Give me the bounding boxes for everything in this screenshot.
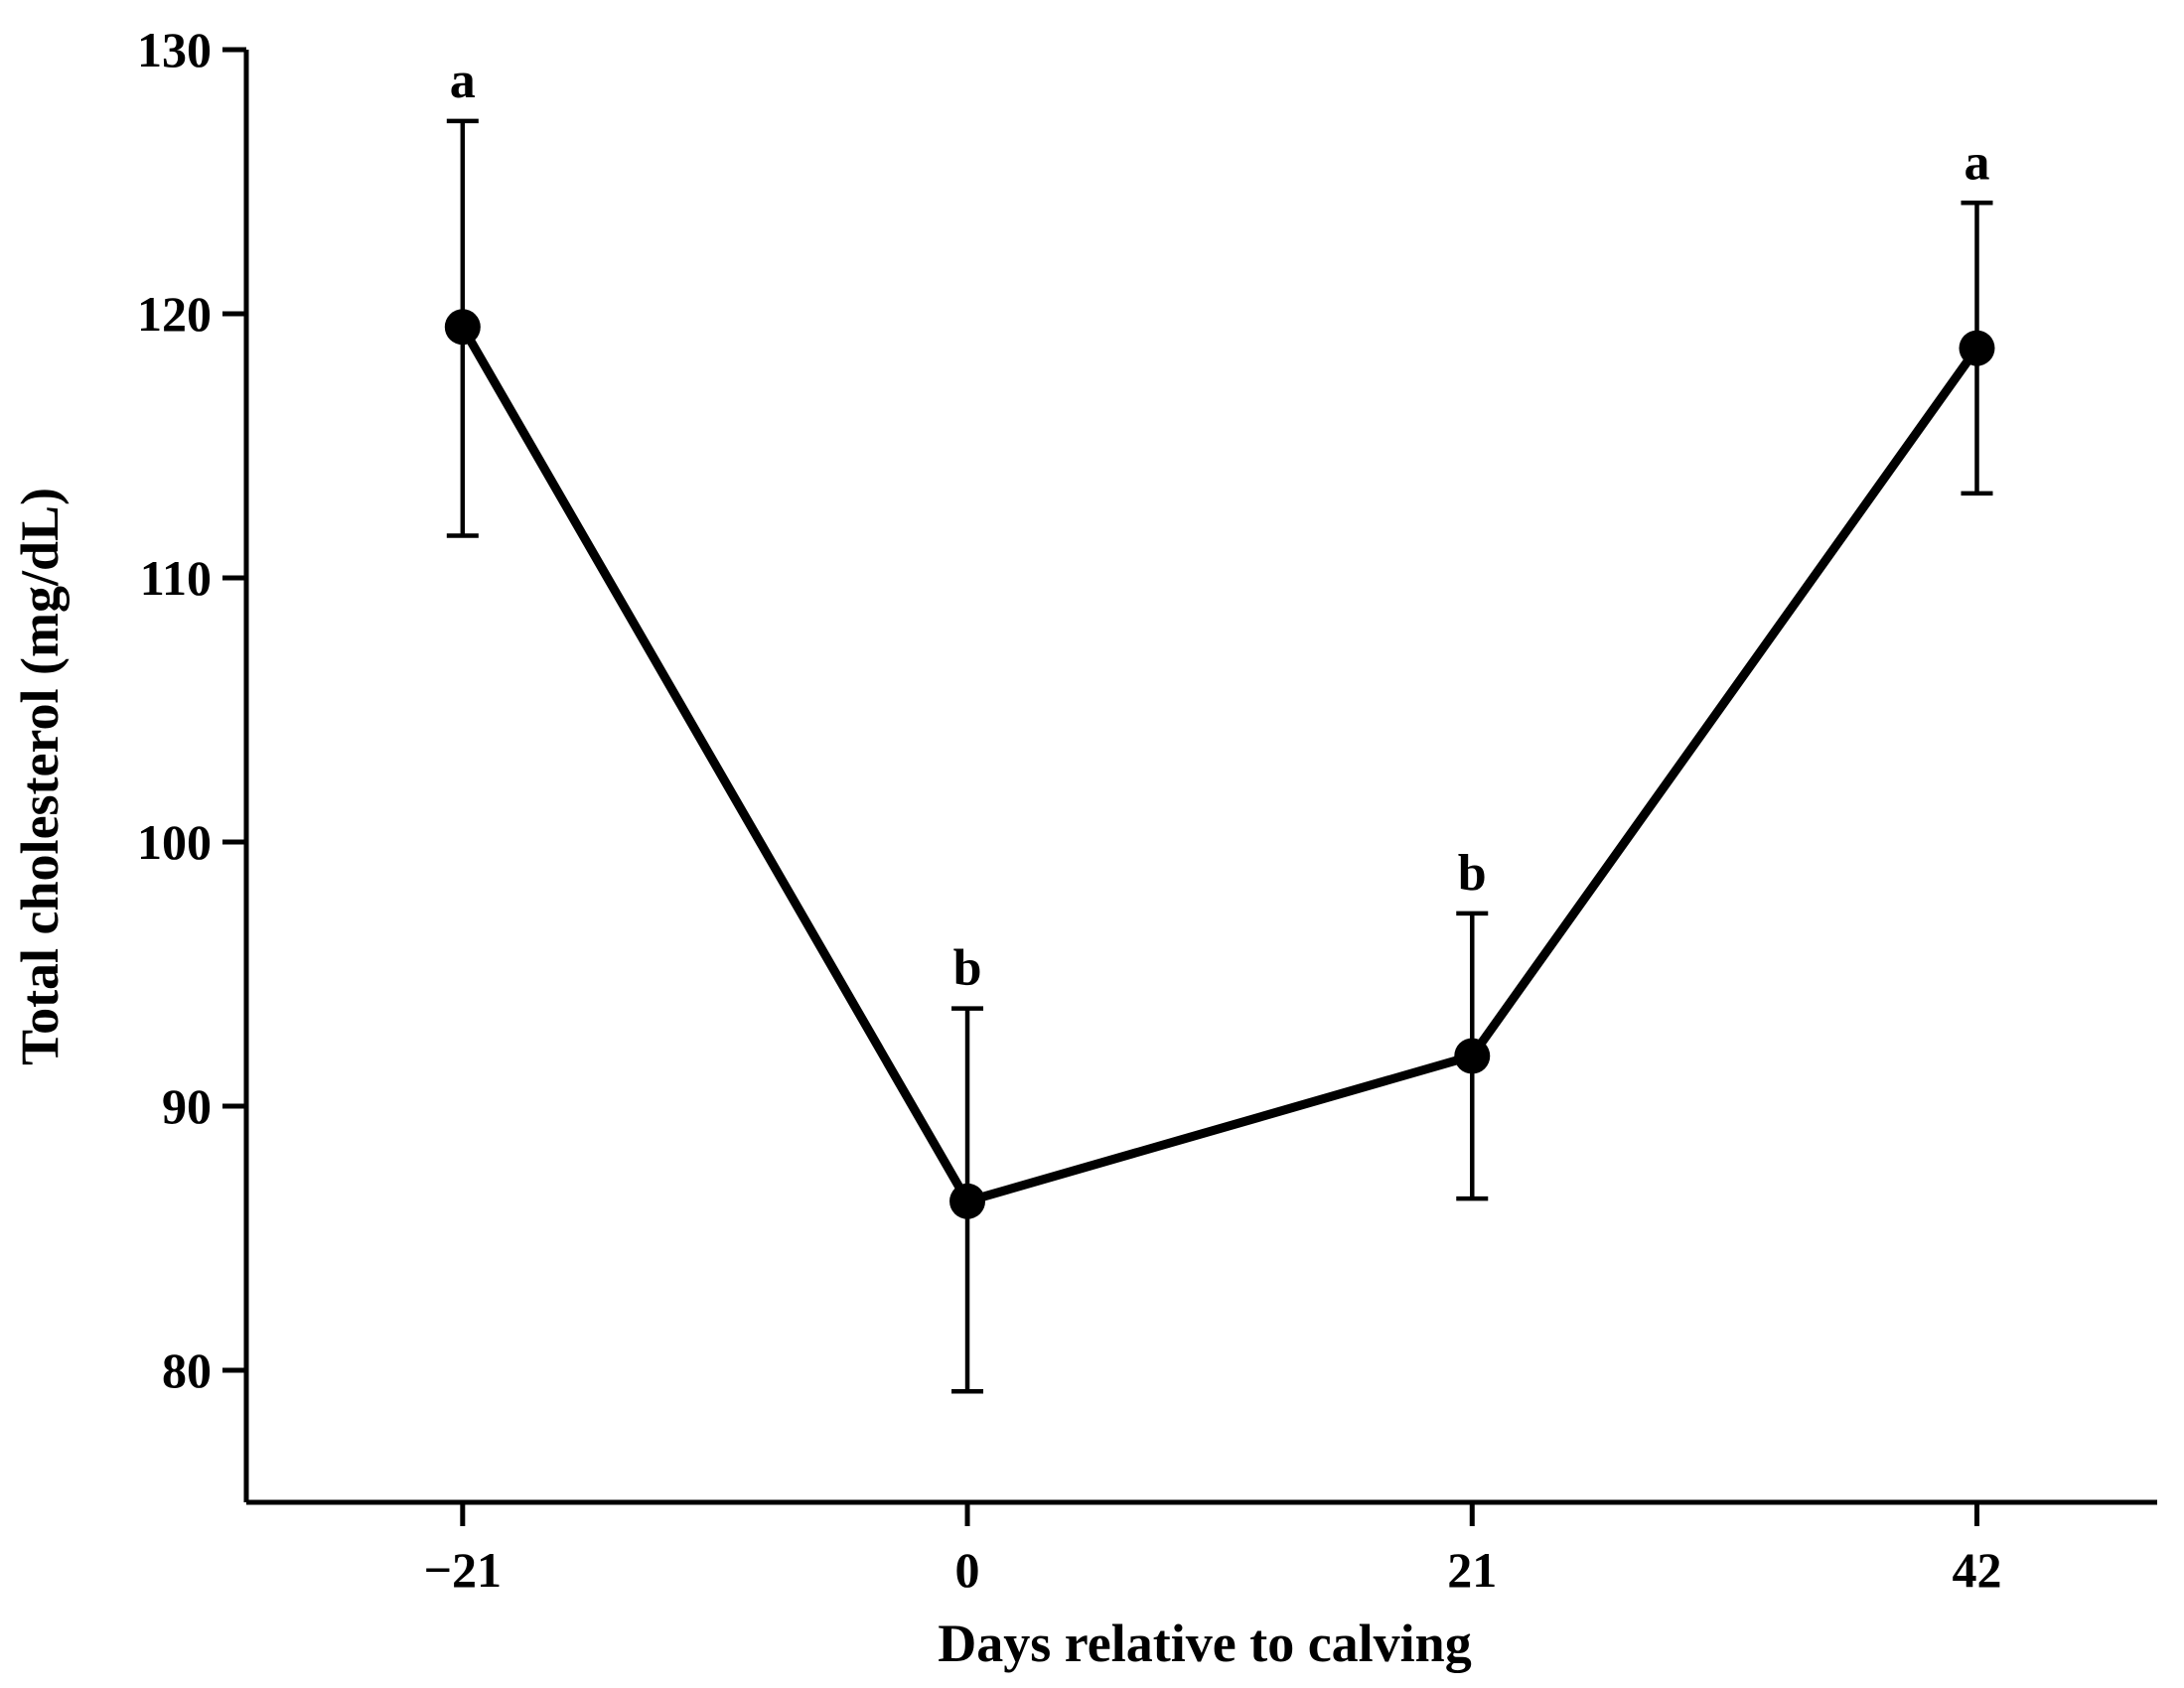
axes [243, 50, 2157, 1505]
y-axis-title: Total cholesterol (mg/dL) [10, 488, 70, 1065]
data-points [444, 309, 1995, 1219]
data-point [1959, 330, 1995, 366]
data-point [949, 1183, 986, 1219]
series-line [458, 325, 1981, 1206]
data-point [444, 309, 481, 346]
y-tick-label: 100 [137, 814, 212, 870]
y-ticks: 80 90 100 110 120 130 [137, 22, 246, 1398]
x-tick-label: 21 [1447, 1542, 1497, 1598]
significance-letter: a [1964, 134, 1989, 191]
significance-letters: a b b a [450, 53, 1990, 997]
x-axis-title: Days relative to calving [938, 1614, 1471, 1673]
y-tick-label: 120 [137, 286, 212, 342]
x-tick-label: −21 [424, 1542, 503, 1598]
x-ticks: −21 0 21 42 [424, 1502, 2001, 1598]
x-tick-label: 0 [955, 1542, 980, 1598]
y-tick-label: 130 [137, 22, 212, 77]
data-point [1454, 1038, 1491, 1074]
series-line-group [458, 325, 1981, 1206]
significance-letter: a [450, 53, 476, 109]
significance-letter: b [1458, 845, 1487, 902]
y-tick-label: 90 [162, 1078, 212, 1134]
x-tick-label: 42 [1952, 1542, 2001, 1598]
y-tick-label: 110 [140, 550, 212, 606]
y-tick-label: 80 [162, 1342, 212, 1398]
error-bars [446, 118, 1993, 1394]
significance-letter: b [953, 940, 982, 997]
